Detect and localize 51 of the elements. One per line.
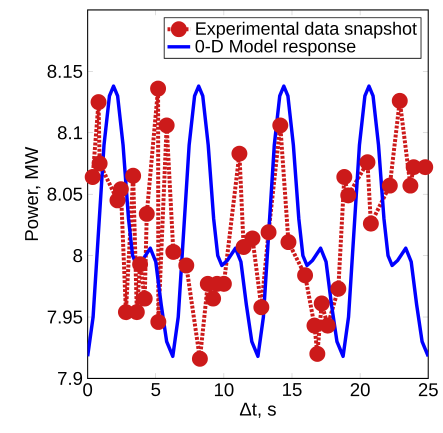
x-tick-label: 15 [283, 383, 302, 396]
y-tick-label: 8.15 [48, 64, 82, 78]
y-tick-label: 8.1 [58, 126, 82, 140]
x-tick-label: 20 [350, 383, 370, 396]
point [90, 94, 107, 110]
point [306, 318, 322, 334]
point [253, 299, 270, 316]
y-axis-title: Power, MW [25, 146, 40, 240]
point [382, 178, 398, 194]
point [125, 168, 142, 184]
point [340, 187, 356, 204]
point [280, 234, 296, 250]
point [178, 257, 194, 274]
point [231, 146, 248, 162]
point [138, 206, 155, 222]
point [260, 224, 277, 240]
x-tick-label: 0 [83, 383, 92, 396]
x-tick-label: 10 [214, 383, 234, 396]
point [297, 267, 314, 284]
point [236, 238, 252, 255]
point [314, 295, 330, 312]
point [402, 178, 418, 194]
y-tick-label: 7.9 [58, 372, 82, 385]
point [360, 154, 376, 170]
legend-label: Experimental data snapshot [196, 22, 417, 38]
point [244, 230, 260, 246]
point [336, 168, 352, 185]
point [84, 168, 101, 185]
legend-label: 0-D Model response [196, 39, 356, 56]
x-tick-label: 5 [151, 383, 160, 396]
point [330, 280, 346, 297]
y-tick-label: 8.05 [48, 188, 82, 201]
point [150, 314, 166, 330]
point [362, 216, 379, 232]
point [320, 318, 336, 334]
point [205, 290, 222, 306]
point [132, 256, 148, 272]
point [150, 80, 166, 96]
point [112, 181, 129, 198]
point [165, 244, 182, 260]
point [392, 92, 408, 109]
y-tick-label: 8 [73, 248, 82, 262]
point [192, 350, 208, 367]
x-axis-title: Δt, s [240, 402, 276, 418]
point [272, 117, 288, 134]
point [309, 346, 326, 362]
point [92, 155, 108, 172]
point [158, 117, 175, 134]
y-tick-label: 7.95 [48, 310, 82, 324]
point [136, 290, 153, 306]
x-tick-label: 25 [418, 383, 438, 396]
